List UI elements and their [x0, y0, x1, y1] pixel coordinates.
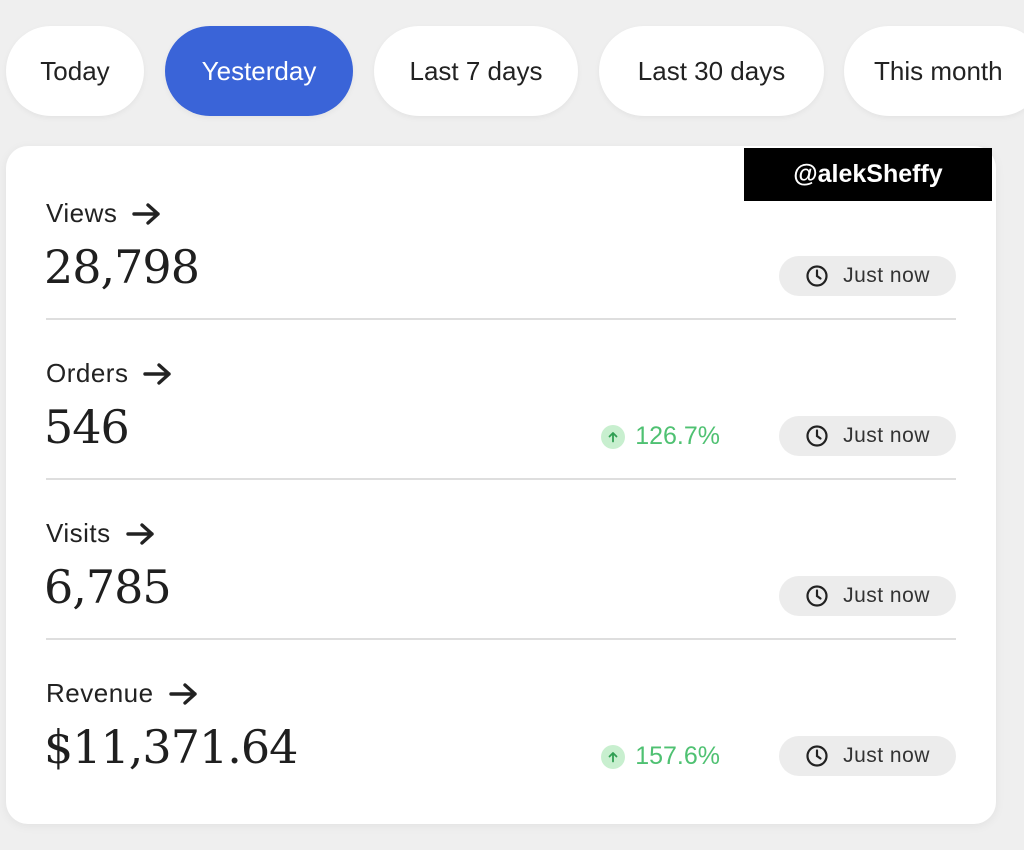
metric-value: 546: [44, 400, 130, 454]
metric-revenue: Revenue $11,371.64 157.6% Just now: [44, 640, 956, 800]
metric-revenue-link[interactable]: Revenue: [46, 678, 200, 709]
last-updated-badge: Just now: [779, 736, 956, 776]
arrow-right-icon: [132, 202, 161, 225]
arrow-right-icon: [125, 522, 154, 545]
date-range-tabs: Today Yesterday Last 7 days Last 30 days…: [6, 26, 1024, 116]
clock-icon: [806, 265, 828, 287]
last-updated-text: Just now: [843, 424, 930, 447]
tab-last-7-days[interactable]: Last 7 days: [374, 26, 578, 116]
clock-icon: [806, 425, 828, 447]
arrow-up-circle-icon: [601, 744, 626, 769]
change-value: 126.7%: [635, 422, 720, 450]
metric-value: 28,798: [44, 240, 200, 294]
last-updated-text: Just now: [843, 264, 930, 287]
tab-today[interactable]: Today: [6, 26, 144, 116]
clock-icon: [806, 745, 828, 767]
tab-last-30-days[interactable]: Last 30 days: [599, 26, 824, 116]
metric-label: Views: [46, 198, 118, 228]
last-updated-text: Just now: [843, 744, 930, 767]
stats-card: Views 28,798 Just now Orders 546 126.7% …: [6, 146, 996, 824]
last-updated-badge: Just now: [779, 256, 956, 296]
metric-views-link[interactable]: Views: [46, 198, 163, 229]
arrow-up-circle-icon: [601, 424, 626, 449]
metric-orders-link[interactable]: Orders: [46, 358, 174, 389]
change-value: 157.6%: [635, 742, 720, 770]
metric-label: Orders: [46, 358, 129, 388]
last-updated-badge: Just now: [779, 576, 956, 616]
last-updated-badge: Just now: [779, 416, 956, 456]
tab-yesterday[interactable]: Yesterday: [165, 26, 353, 116]
metric-visits-link[interactable]: Visits: [46, 518, 157, 549]
metric-views: Views 28,798 Just now: [44, 160, 956, 320]
metric-value: 6,785: [44, 560, 172, 614]
metric-label: Visits: [46, 518, 111, 548]
tab-this-month[interactable]: This month: [844, 26, 1024, 116]
arrow-right-icon: [143, 362, 172, 385]
metric-orders: Orders 546 126.7% Just now: [44, 320, 956, 480]
change-indicator: 157.6%: [601, 742, 720, 771]
metric-value: $11,371.64: [44, 720, 298, 774]
last-updated-text: Just now: [843, 584, 930, 607]
arrow-right-icon: [168, 682, 197, 705]
change-indicator: 126.7%: [601, 422, 720, 451]
clock-icon: [806, 585, 828, 607]
metric-visits: Visits 6,785 Just now: [44, 480, 956, 640]
metric-label: Revenue: [46, 678, 154, 708]
watermark: @alekSheffy: [744, 148, 992, 201]
